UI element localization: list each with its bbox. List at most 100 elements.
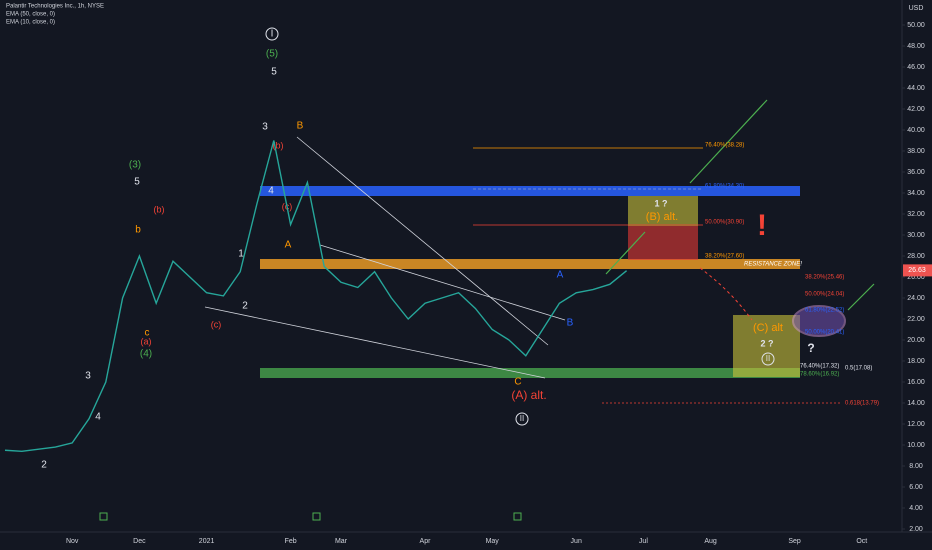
wave-label: 5	[271, 67, 277, 78]
wave-circle	[515, 412, 529, 426]
fib-label: 78.60%(16.92)	[800, 372, 839, 378]
target-ellipse	[792, 305, 846, 337]
zone-label: RESISTANCE ZONE!	[744, 262, 802, 268]
y-tick-label: 22.00	[907, 316, 925, 323]
wave-label: I	[271, 29, 274, 40]
fib-label: 50.00%(24.04)	[805, 292, 844, 298]
earnings-marker	[99, 512, 108, 521]
symbol-title: Palantir Technologies Inc., 1h, NYSE	[6, 4, 104, 10]
earnings-marker	[513, 512, 522, 521]
x-tick-label: Sep	[788, 538, 801, 545]
x-tick-label: Apr	[420, 538, 432, 545]
y-tick-label: 12.00	[907, 421, 925, 428]
fib-label: 0.5(17.08)	[845, 366, 872, 372]
arrow	[847, 283, 875, 311]
y-tick-label: 6.00	[909, 484, 923, 491]
y-tick-label: 32.00	[907, 211, 925, 218]
fib-label: 61.80%(22.52)	[805, 308, 844, 314]
axis-unit: USD	[909, 5, 924, 12]
wave-label: (C) alt	[753, 322, 783, 334]
x-tick-label: Mar	[335, 538, 348, 545]
y-tick-label: 20.00	[907, 337, 925, 344]
wave-label: (b)	[154, 204, 165, 214]
y-tick-label: 44.00	[907, 85, 925, 92]
y-tick-label: 40.00	[907, 127, 925, 134]
wave-label: C	[514, 377, 521, 388]
last-price-tag	[903, 264, 932, 277]
wave-label: b	[135, 225, 141, 236]
y-tick-label: 8.00	[909, 463, 923, 470]
y-tick-label: 46.00	[907, 64, 925, 71]
arrow	[605, 231, 646, 275]
arrow	[699, 267, 753, 321]
wave-label: 5	[134, 177, 140, 188]
x-tick-label: Jun	[571, 538, 582, 545]
wave-label: II	[520, 414, 524, 423]
target-box	[628, 196, 698, 226]
wave-label: 4	[95, 412, 101, 423]
fib-label: 50.00%(20.41)	[805, 330, 844, 336]
wave-label: (a)	[141, 336, 152, 346]
wave-label: 3	[85, 371, 91, 382]
trend-line	[319, 244, 566, 321]
fib-label: 38.20%(25.46)	[805, 275, 844, 281]
wave-label: (c)	[211, 319, 222, 329]
y-tick-label: 26.00	[907, 274, 925, 281]
y-tick-label: 30.00	[907, 232, 925, 239]
wave-label: 3	[262, 122, 268, 133]
trend-line	[296, 136, 549, 346]
y-tick-label: 48.00	[907, 43, 925, 50]
wave-label: 2	[41, 460, 47, 471]
x-tick-label: Nov	[66, 538, 79, 545]
drawings	[99, 27, 875, 521]
y-tick-label: 50.00	[907, 22, 925, 29]
wave-label: (4)	[140, 349, 152, 360]
y-tick-label: 10.00	[907, 442, 925, 449]
wave-label: 1 ?	[654, 198, 667, 208]
target-box	[733, 315, 800, 377]
wave-label: (5)	[266, 49, 278, 60]
wave-circle	[761, 352, 775, 366]
fib-label: 76.40%(17.32)	[800, 364, 839, 370]
wave-label: (3)	[129, 160, 141, 171]
arrow	[689, 99, 768, 184]
wave-label: 1	[238, 249, 244, 260]
resistance-band	[260, 186, 800, 196]
wave-label: II	[766, 354, 770, 363]
fib-label: 0.618(13.79)	[845, 401, 879, 407]
y-tick-label: 24.00	[907, 295, 925, 302]
y-tick-label: 18.00	[907, 358, 925, 365]
annotations: I (5) 5 3 B (b) 4 (c) A 1 2 (c) (3) 5 (b…	[41, 29, 879, 471]
y-tick-label: 34.00	[907, 190, 925, 197]
last-price-label: 26.63	[908, 267, 926, 274]
y-tick-label: 4.00	[909, 505, 923, 512]
wave-label: (b)	[273, 140, 284, 150]
fib-label: 61.80%(34.30)	[705, 184, 744, 190]
wave-label: c	[145, 328, 150, 339]
y-tick-label: 28.00	[907, 253, 925, 260]
alert: !	[757, 209, 767, 242]
wave-label: 2	[242, 301, 248, 312]
y-tick-label: 2.00	[909, 526, 923, 533]
wave-label: 2 ?	[760, 338, 773, 348]
indicator: EMA (50, close, 0)	[6, 12, 55, 18]
y-tick-label: 16.00	[907, 379, 925, 386]
wave-label: B	[567, 318, 574, 329]
wave-label: A	[285, 240, 292, 251]
trend-line	[204, 306, 546, 379]
x-tick-label: Oct	[856, 538, 867, 545]
resistance-band	[260, 259, 800, 269]
y-tick-label: 14.00	[907, 400, 925, 407]
earnings-marker	[312, 512, 321, 521]
y-tick-label: 38.00	[907, 148, 925, 155]
indicator: EMA (10, close, 0)	[6, 20, 55, 26]
wave-label: A	[557, 270, 564, 281]
y-tick-label: 36.00	[907, 169, 925, 176]
wave-label: 4	[268, 186, 274, 197]
support-band	[260, 368, 800, 378]
wave-circle	[265, 27, 279, 41]
target-box	[628, 226, 698, 260]
price-line	[4, 140, 628, 453]
